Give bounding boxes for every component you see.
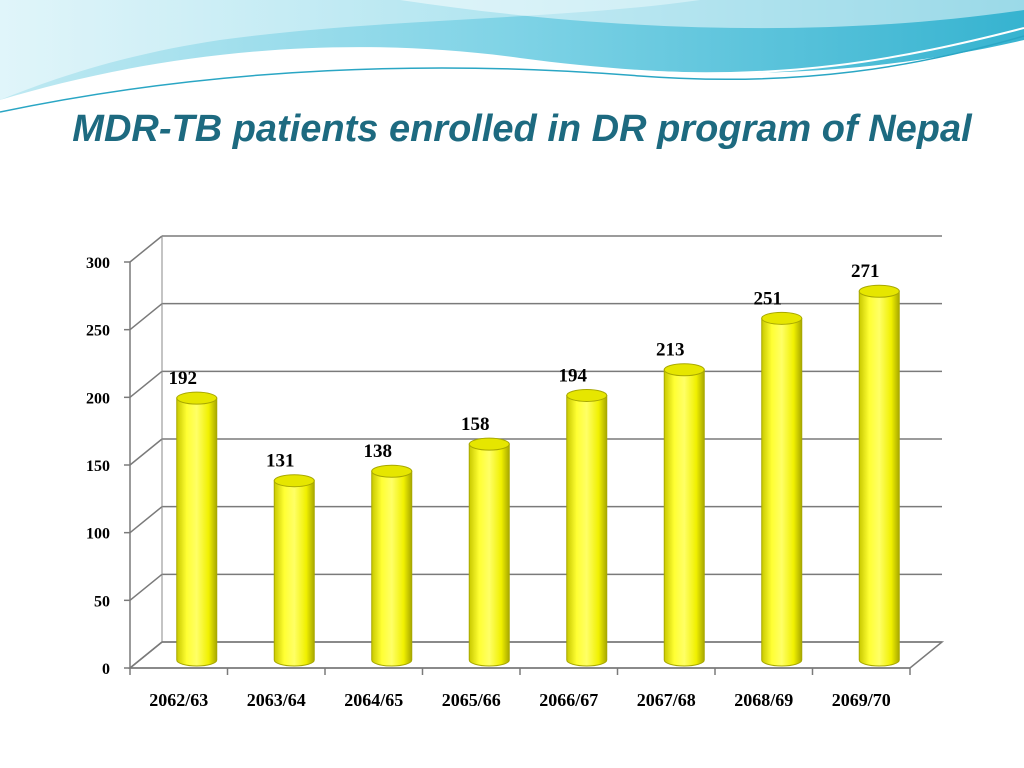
x-tick-label: 2068/69 <box>734 690 793 710</box>
x-tick-label: 2067/68 <box>637 690 696 710</box>
bar-body <box>468 443 510 667</box>
bar-2065/66 <box>468 437 510 667</box>
bar-body <box>566 394 608 667</box>
bar-top <box>176 391 218 405</box>
bar-top <box>858 284 900 298</box>
gridline-depth-200 <box>129 370 163 398</box>
y-tick-label: 0 <box>102 661 110 678</box>
bar-body <box>761 317 803 667</box>
x-tick-label: 2065/66 <box>442 690 501 710</box>
gridline-depth-100 <box>129 506 163 534</box>
bar-top <box>663 363 705 377</box>
data-label: 213 <box>656 340 685 361</box>
gridline-depth-150 <box>129 438 163 466</box>
bar-top <box>273 474 315 488</box>
bar-2067/68 <box>663 363 705 667</box>
x-tick-label: 2066/67 <box>539 690 598 710</box>
y-tick-label: 200 <box>86 390 110 407</box>
bar-2066/67 <box>566 388 608 667</box>
gridlines <box>127 235 945 669</box>
data-label: 194 <box>559 365 588 386</box>
gridline-depth-50 <box>129 573 163 601</box>
y-tick-label: 100 <box>86 526 110 543</box>
bar-body <box>273 480 315 667</box>
labels: 0 50 100 150 200 250 300 192 2062/63 131 2063/64 13… <box>86 255 891 710</box>
bar-2068/69 <box>761 311 803 667</box>
bar-top <box>566 388 608 402</box>
y-tick-label: 300 <box>86 255 110 272</box>
bar-2062/63 <box>176 391 218 667</box>
bar-2069/70 <box>858 284 900 667</box>
slide-title: MDR-TB patients enrolled in DR program o… <box>72 108 972 150</box>
chart-floor <box>127 641 945 669</box>
bar-2064/65 <box>371 464 413 667</box>
data-label: 271 <box>851 261 880 282</box>
bar-top <box>761 311 803 325</box>
bars <box>176 284 900 667</box>
header-wave-decoration <box>0 0 1024 113</box>
data-label: 131 <box>266 451 295 472</box>
bar-top <box>371 464 413 478</box>
x-tick-label: 2064/65 <box>344 690 403 710</box>
y-tick-label: 250 <box>86 323 110 340</box>
gridline-depth-300 <box>129 235 163 263</box>
bar-top <box>468 437 510 451</box>
data-label: 192 <box>169 368 198 389</box>
gridline-depth-250 <box>129 303 163 331</box>
bar-body <box>371 470 413 667</box>
x-tick-label: 2069/70 <box>832 690 891 710</box>
data-label: 138 <box>364 441 393 462</box>
data-label: 251 <box>754 288 783 309</box>
x-tick-label: 2063/64 <box>247 690 306 710</box>
bar-body <box>176 397 218 667</box>
bar-body <box>858 290 900 667</box>
data-label: 158 <box>461 414 490 435</box>
y-tick-label: 50 <box>94 593 110 610</box>
y-tick-label: 150 <box>86 458 110 475</box>
bar-body <box>663 369 705 667</box>
x-tick-label: 2062/63 <box>149 690 208 710</box>
bar-2063/64 <box>273 474 315 667</box>
axes <box>124 261 911 675</box>
